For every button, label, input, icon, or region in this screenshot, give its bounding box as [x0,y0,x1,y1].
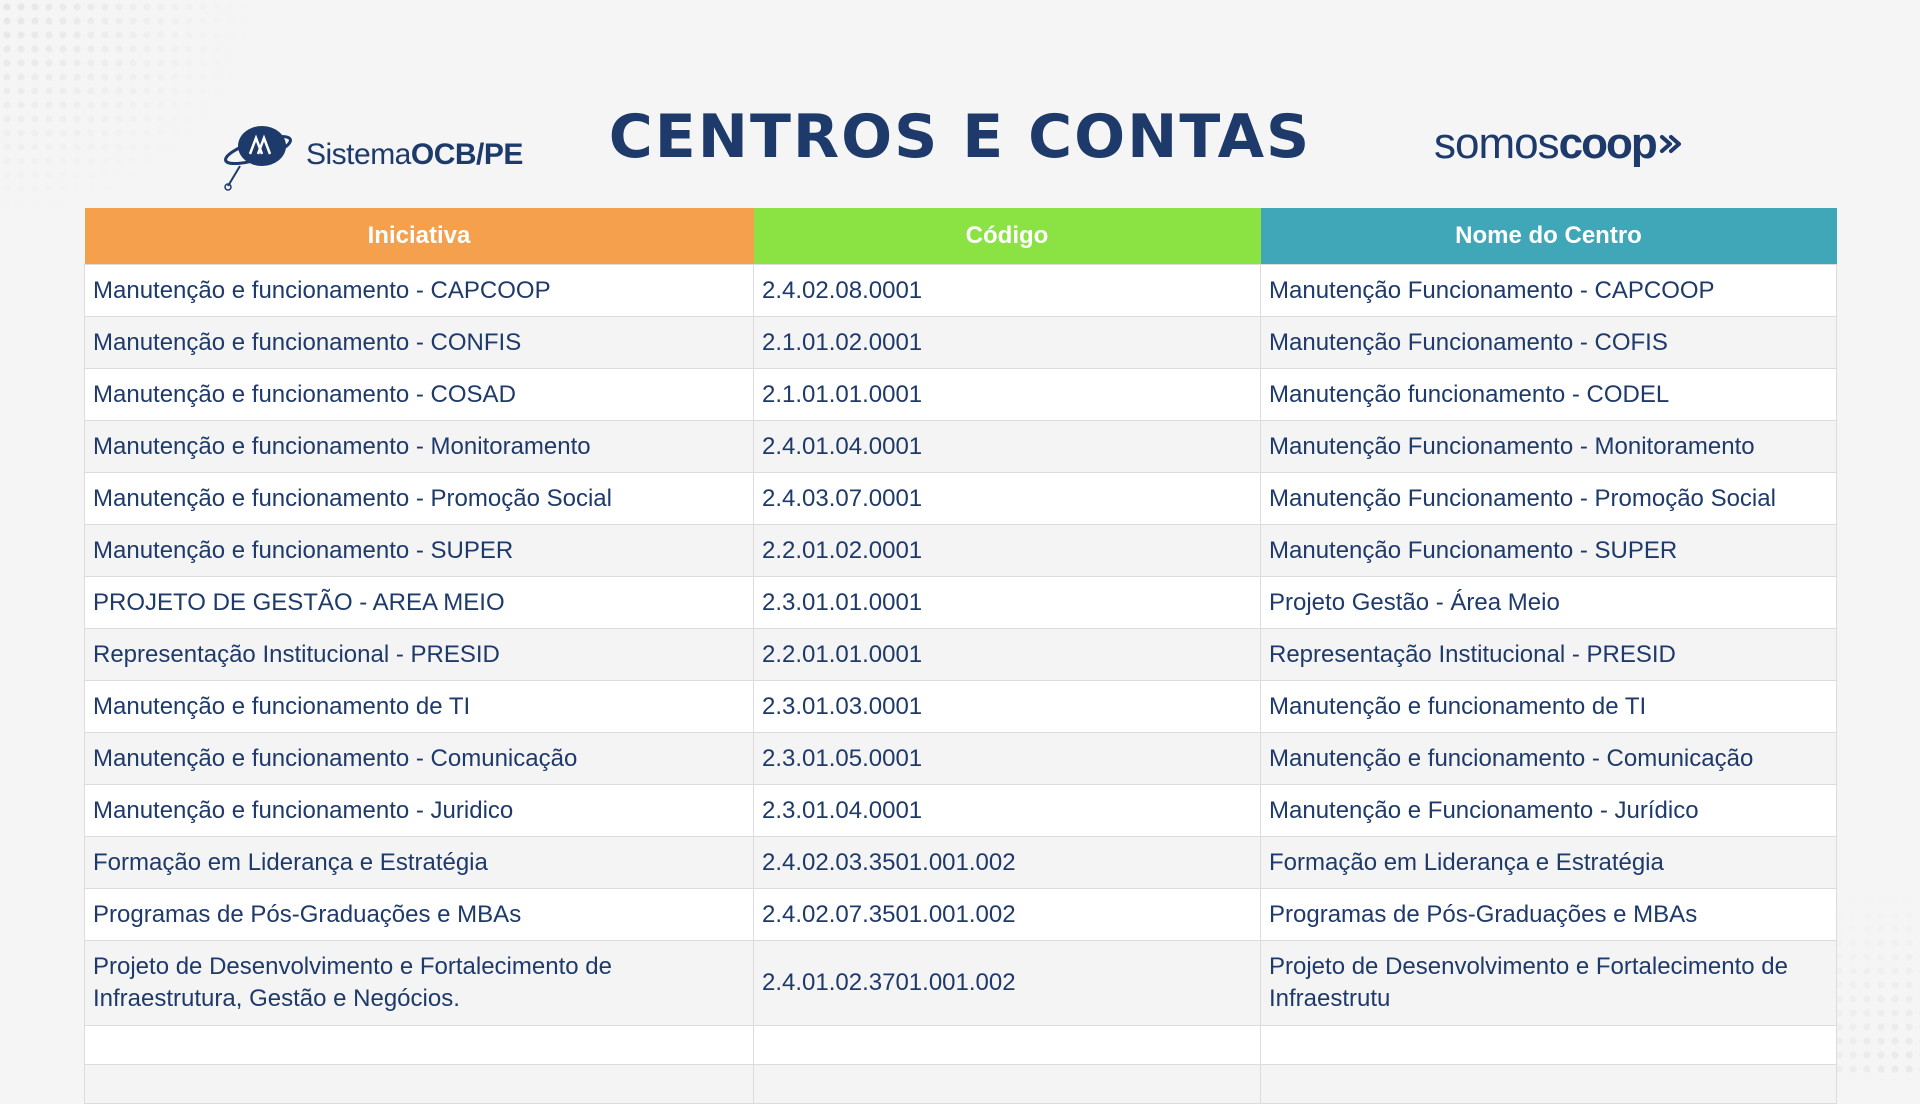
cell-nome-do-centro: Manutenção e Funcionamento - Jurídico [1260,784,1837,837]
cell-iniciativa [84,1064,754,1104]
cell-iniciativa: Manutenção e funcionamento - Promoção So… [84,472,754,525]
cell-codigo: 2.4.02.07.3501.001.002 [753,888,1261,941]
cell-nome-do-centro: Projeto de Desenvolvimento e Fortalecime… [1260,940,1837,1026]
cell-iniciativa: Formação em Liderança e Estratégia [84,836,754,889]
cell-nome-do-centro: Manutenção Funcionamento - COFIS [1260,316,1837,369]
cell-nome-do-centro [1260,1025,1837,1065]
table-row: Manutenção e funcionamento de TI 2.3.01.0… [84,680,1837,733]
cell-nome-do-centro: Projeto Gestão - Área Meio [1260,576,1837,629]
logo-sistema-ocb-pe: SistemaOCB/PE [222,118,523,192]
cell-nome-do-centro: Manutenção Funcionamento - CAPCOOP [1260,264,1837,317]
cell-codigo: 2.3.01.01.0001 [753,576,1261,629]
cell-codigo: 2.1.01.01.0001 [753,368,1261,421]
cell-codigo [753,1064,1261,1104]
cell-iniciativa: Manutenção e funcionamento - SUPER [84,524,754,577]
header-codigo: Código [753,208,1261,265]
cell-iniciativa: Manutenção e funcionamento - COSAD [84,368,754,421]
cell-codigo: 2.4.02.03.3501.001.002 [753,836,1261,889]
cell-codigo [753,1025,1261,1065]
cell-iniciativa: Manutenção e funcionamento - CONFIS [84,316,754,369]
table-row [84,1064,1837,1104]
cell-iniciativa: Representação Institucional - PRESID [84,628,754,681]
cell-codigo: 2.4.02.08.0001 [753,264,1261,317]
cell-codigo: 2.3.01.03.0001 [753,680,1261,733]
header-iniciativa: Iniciativa [84,208,754,265]
table-row: Representação Institucional - PRESID 2.2.… [84,628,1837,681]
table-row: Programas de Pós-Graduações e MBAs 2.4.02… [84,888,1837,941]
ocb-globe-logo-icon [224,126,292,191]
cell-codigo: 2.3.01.04.0001 [753,784,1261,837]
cell-nome-do-centro: Manutenção Funcionamento - SUPER [1260,524,1837,577]
logo-ocb-light-text: Sistema [306,138,411,171]
cell-nome-do-centro: Manutenção funcionamento - CODEL [1260,368,1837,421]
cell-nome-do-centro: Manutenção Funcionamento - Monitoramento [1260,420,1837,473]
page-title: CENTROS E CONTAS [608,102,1312,172]
cell-iniciativa: Manutenção e funcionamento - Comunicação [84,732,754,785]
cell-iniciativa: Manutenção e funcionamento de TI [84,680,754,733]
logo-somoscoop: somos coop [1434,116,1684,172]
table-row: PROJETO DE GESTÃO - AREA MEIO 2.3.01.01.0… [84,576,1837,629]
cell-nome-do-centro: Manutenção Funcionamento - Promoção Soci… [1260,472,1837,525]
table-row: Manutenção e funcionamento - Promoção So… [84,472,1837,525]
table-row: Manutenção e funcionamento - SUPER 2.2.01… [84,524,1837,577]
cell-iniciativa: PROJETO DE GESTÃO - AREA MEIO [84,576,754,629]
table-row [84,1025,1837,1065]
cell-nome-do-centro: Manutenção e funcionamento de TI [1260,680,1837,733]
table-row: Projeto de Desenvolvimento e Fortalecime… [84,940,1837,1026]
table-row: Manutenção e funcionamento - Juridico 2.3… [84,784,1837,837]
logo-ocb-bold-text: OCB/PE [410,138,524,171]
logo-somos-text: somos [1434,119,1560,168]
cell-iniciativa: Manutenção e funcionamento - Monitoramen… [84,420,754,473]
table-row: Manutenção e funcionamento - Comunicação… [84,732,1837,785]
centros-contas-table: Iniciativa Código Nome do Centro Manuten… [84,208,1837,1104]
table-row: Manutenção e funcionamento - Monitoramen… [84,420,1837,473]
cell-iniciativa: Manutenção e funcionamento - CAPCOOP [84,264,754,317]
cell-iniciativa: Projeto de Desenvolvimento e Fortalecime… [84,940,754,1026]
table-row: Manutenção e funcionamento - CONFIS 2.1.0… [84,316,1837,369]
cell-codigo: 2.4.03.07.0001 [753,472,1261,525]
table-row: Manutenção e funcionamento - CAPCOOP 2.4.… [84,264,1837,317]
cell-codigo: 2.2.01.01.0001 [753,628,1261,681]
cell-codigo: 2.1.01.02.0001 [753,316,1261,369]
cell-iniciativa [84,1025,754,1065]
table-header-row: Iniciativa Código Nome do Centro [84,208,1837,265]
cell-codigo: 2.4.01.02.3701.001.002 [753,940,1261,1026]
table-row: Manutenção e funcionamento - COSAD 2.1.01… [84,368,1837,421]
cell-iniciativa: Programas de Pós-Graduações e MBAs [84,888,754,941]
header-nome-do-centro: Nome do Centro [1260,208,1837,265]
cell-nome-do-centro: Formação em Liderança e Estratégia [1260,836,1837,889]
cell-codigo: 2.3.01.05.0001 [753,732,1261,785]
cell-nome-do-centro: Programas de Pós-Graduações e MBAs [1260,888,1837,941]
somoscoop-arrow-icon [1659,135,1681,153]
cell-nome-do-centro [1260,1064,1837,1104]
cell-nome-do-centro: Representação Institucional - PRESID [1260,628,1837,681]
logo-coop-text: coop [1558,119,1658,168]
cell-codigo: 2.4.01.04.0001 [753,420,1261,473]
cell-nome-do-centro: Manutenção e funcionamento - Comunicação [1260,732,1837,785]
table-row: Formação em Liderança e Estratégia 2.4.02… [84,836,1837,889]
cell-iniciativa: Manutenção e funcionamento - Juridico [84,784,754,837]
cell-codigo: 2.2.01.02.0001 [753,524,1261,577]
